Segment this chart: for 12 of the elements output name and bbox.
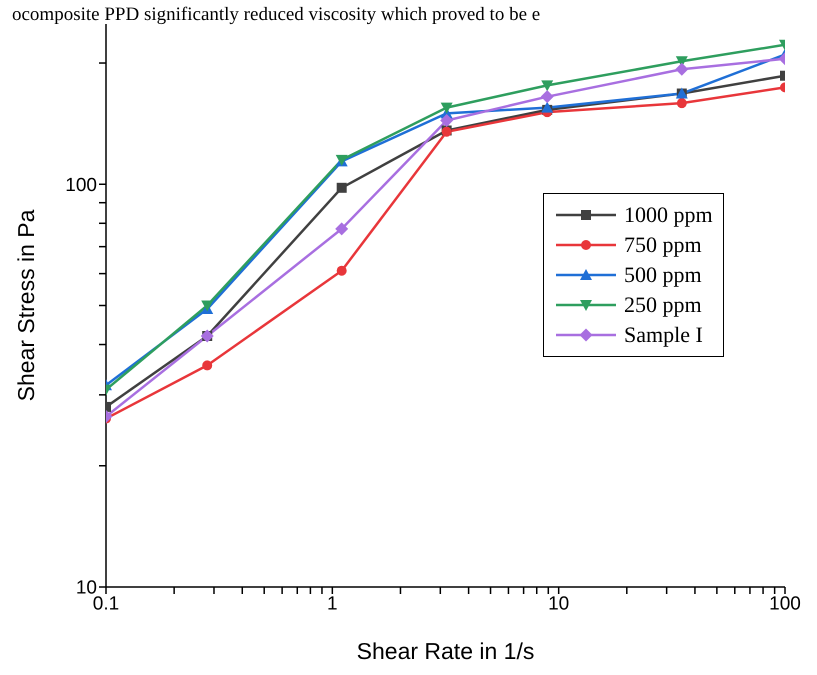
x-tick-label: 0.1 <box>92 593 120 614</box>
x-axis-title: Shear Rate in 1/s <box>356 638 534 664</box>
annotation: ocomposite PPD significantly reduced viscosity which proved to be e <box>12 4 540 25</box>
legend-label: 250 ppm <box>624 292 702 318</box>
legend-label: 750 ppm <box>624 232 702 258</box>
y-axis-title: Shear Stress in Pa <box>13 209 40 402</box>
legend-label: Sample I <box>624 322 703 348</box>
legend-label: 1000 ppm <box>624 202 713 228</box>
x-tick-label: 10 <box>548 593 570 614</box>
x-tick-label: 1 <box>327 593 338 614</box>
legend-label: 500 ppm <box>624 262 702 288</box>
x-tick-label: 100 <box>769 593 801 614</box>
